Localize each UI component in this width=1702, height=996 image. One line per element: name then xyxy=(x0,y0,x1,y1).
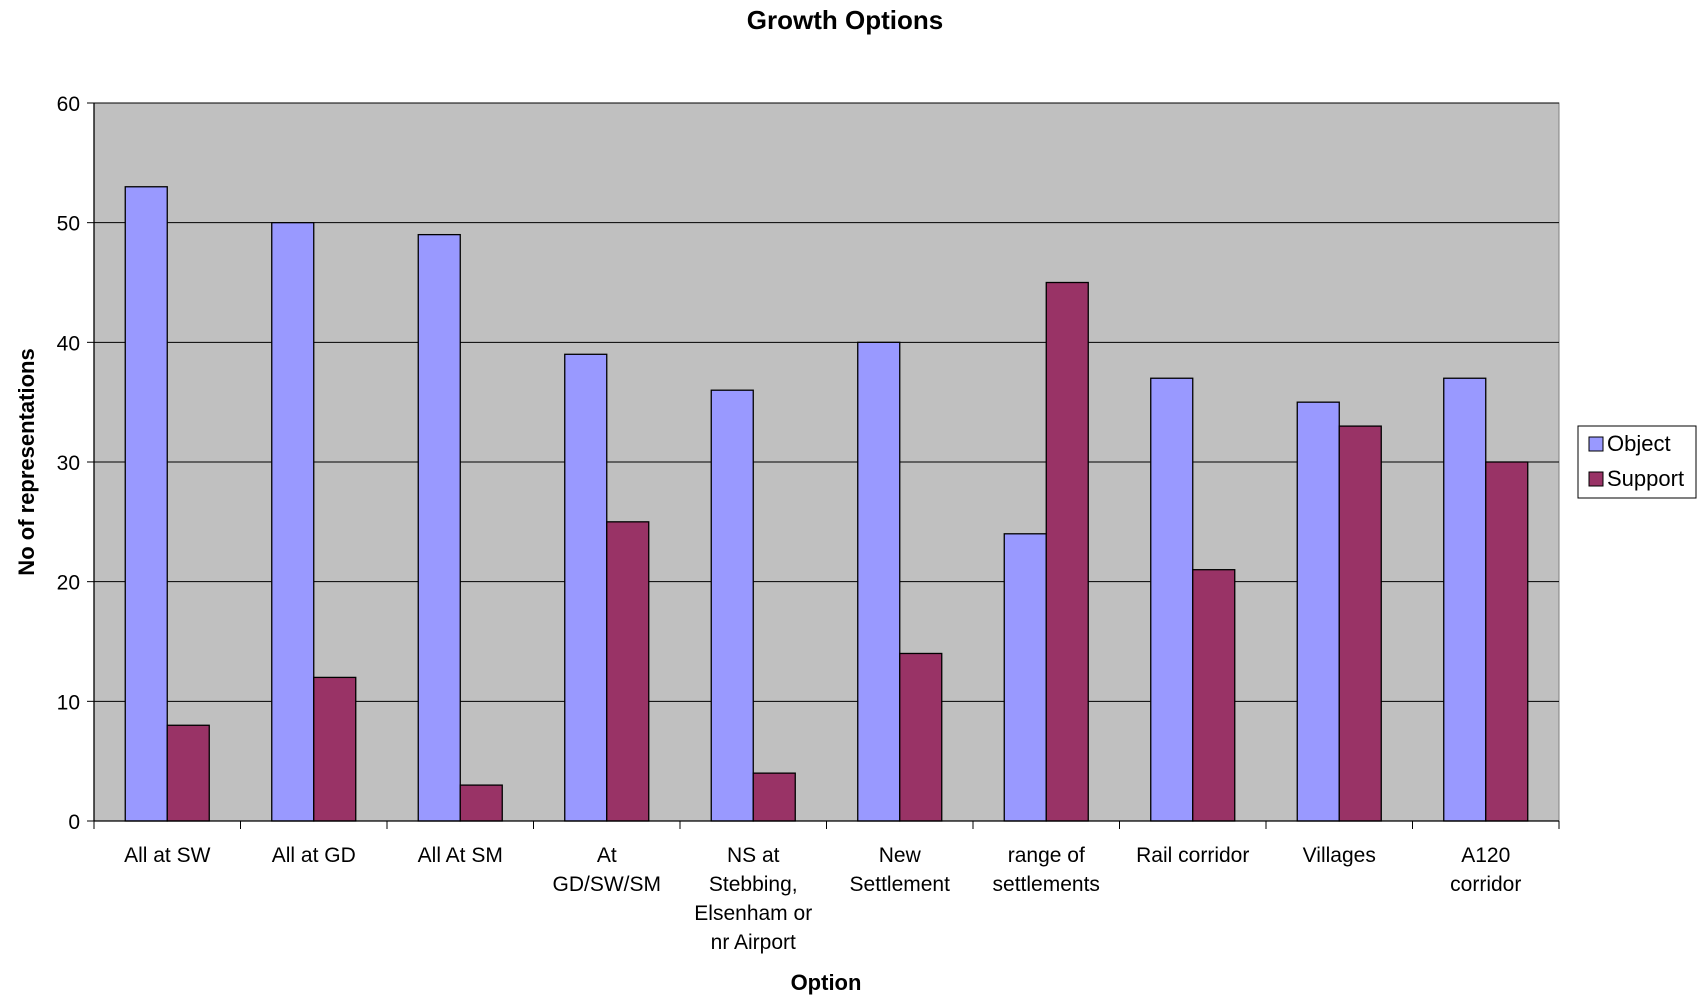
legend-label-support: Support xyxy=(1607,466,1684,491)
axes xyxy=(93,103,1560,829)
y-tick-label: 20 xyxy=(57,572,80,595)
x-category-label: Villages xyxy=(1303,844,1376,867)
bar-object xyxy=(710,389,754,822)
bar-support xyxy=(1045,281,1089,822)
x-category-label: Elsenham or xyxy=(694,902,812,925)
bar-object xyxy=(417,233,461,822)
x-category-label: A120 xyxy=(1461,844,1510,867)
y-tick-label: 0 xyxy=(68,811,80,834)
x-category-label: All At SM xyxy=(418,844,503,867)
bars xyxy=(124,186,1529,822)
bar-support xyxy=(606,521,650,822)
x-category-label: All at GD xyxy=(272,844,356,867)
legend-swatch-object xyxy=(1588,436,1604,452)
bar-object xyxy=(1443,377,1487,822)
y-tick-label: 30 xyxy=(57,452,80,475)
y-tick-label: 40 xyxy=(57,332,80,355)
bar-object xyxy=(271,222,315,822)
bar-support xyxy=(166,724,210,822)
x-category-label: Stebbing, xyxy=(709,873,798,896)
x-category-label: NS at xyxy=(727,844,780,867)
bar-object xyxy=(1296,401,1340,822)
bar-support xyxy=(459,784,503,822)
chart-title: Growth Options xyxy=(747,5,943,35)
bar-object xyxy=(1003,533,1047,822)
x-category-label: nr Airport xyxy=(711,931,796,954)
x-category-label: GD/SW/SM xyxy=(553,873,662,896)
bar-object xyxy=(564,353,608,822)
x-category-label: Rail corridor xyxy=(1136,844,1249,867)
y-axis-ticks: 0 10 20 30 40 50 60 xyxy=(57,93,94,834)
bar-support xyxy=(752,772,796,822)
bar-object xyxy=(857,341,901,822)
bar-object xyxy=(124,186,168,822)
y-axis-title: No of representations xyxy=(14,348,39,575)
legend-label-object: Object xyxy=(1607,431,1671,456)
bar-support xyxy=(1338,425,1382,822)
bar-support xyxy=(899,652,943,822)
x-axis-title: Option xyxy=(791,970,862,995)
x-category-label: range of xyxy=(1008,844,1085,867)
x-axis-labels: All at SW All at GD All At SM At GD/SW/SM NS … xyxy=(124,844,1521,954)
legend-swatch-support xyxy=(1588,471,1604,487)
x-category-label: Settlement xyxy=(850,873,951,896)
x-category-label: At xyxy=(597,844,617,867)
x-category-label: All at SW xyxy=(124,844,211,867)
legend: Object Support xyxy=(1577,425,1697,499)
bar-support xyxy=(1485,461,1529,822)
bar-object xyxy=(1150,377,1194,822)
bar-support xyxy=(313,676,357,822)
x-category-label: New xyxy=(879,844,922,867)
x-category-label: settlements xyxy=(993,873,1100,896)
y-tick-label: 10 xyxy=(57,691,80,714)
x-category-label: corridor xyxy=(1450,873,1521,896)
bar-support xyxy=(1192,569,1236,822)
y-tick-label: 60 xyxy=(57,93,80,116)
y-tick-label: 50 xyxy=(57,213,80,236)
